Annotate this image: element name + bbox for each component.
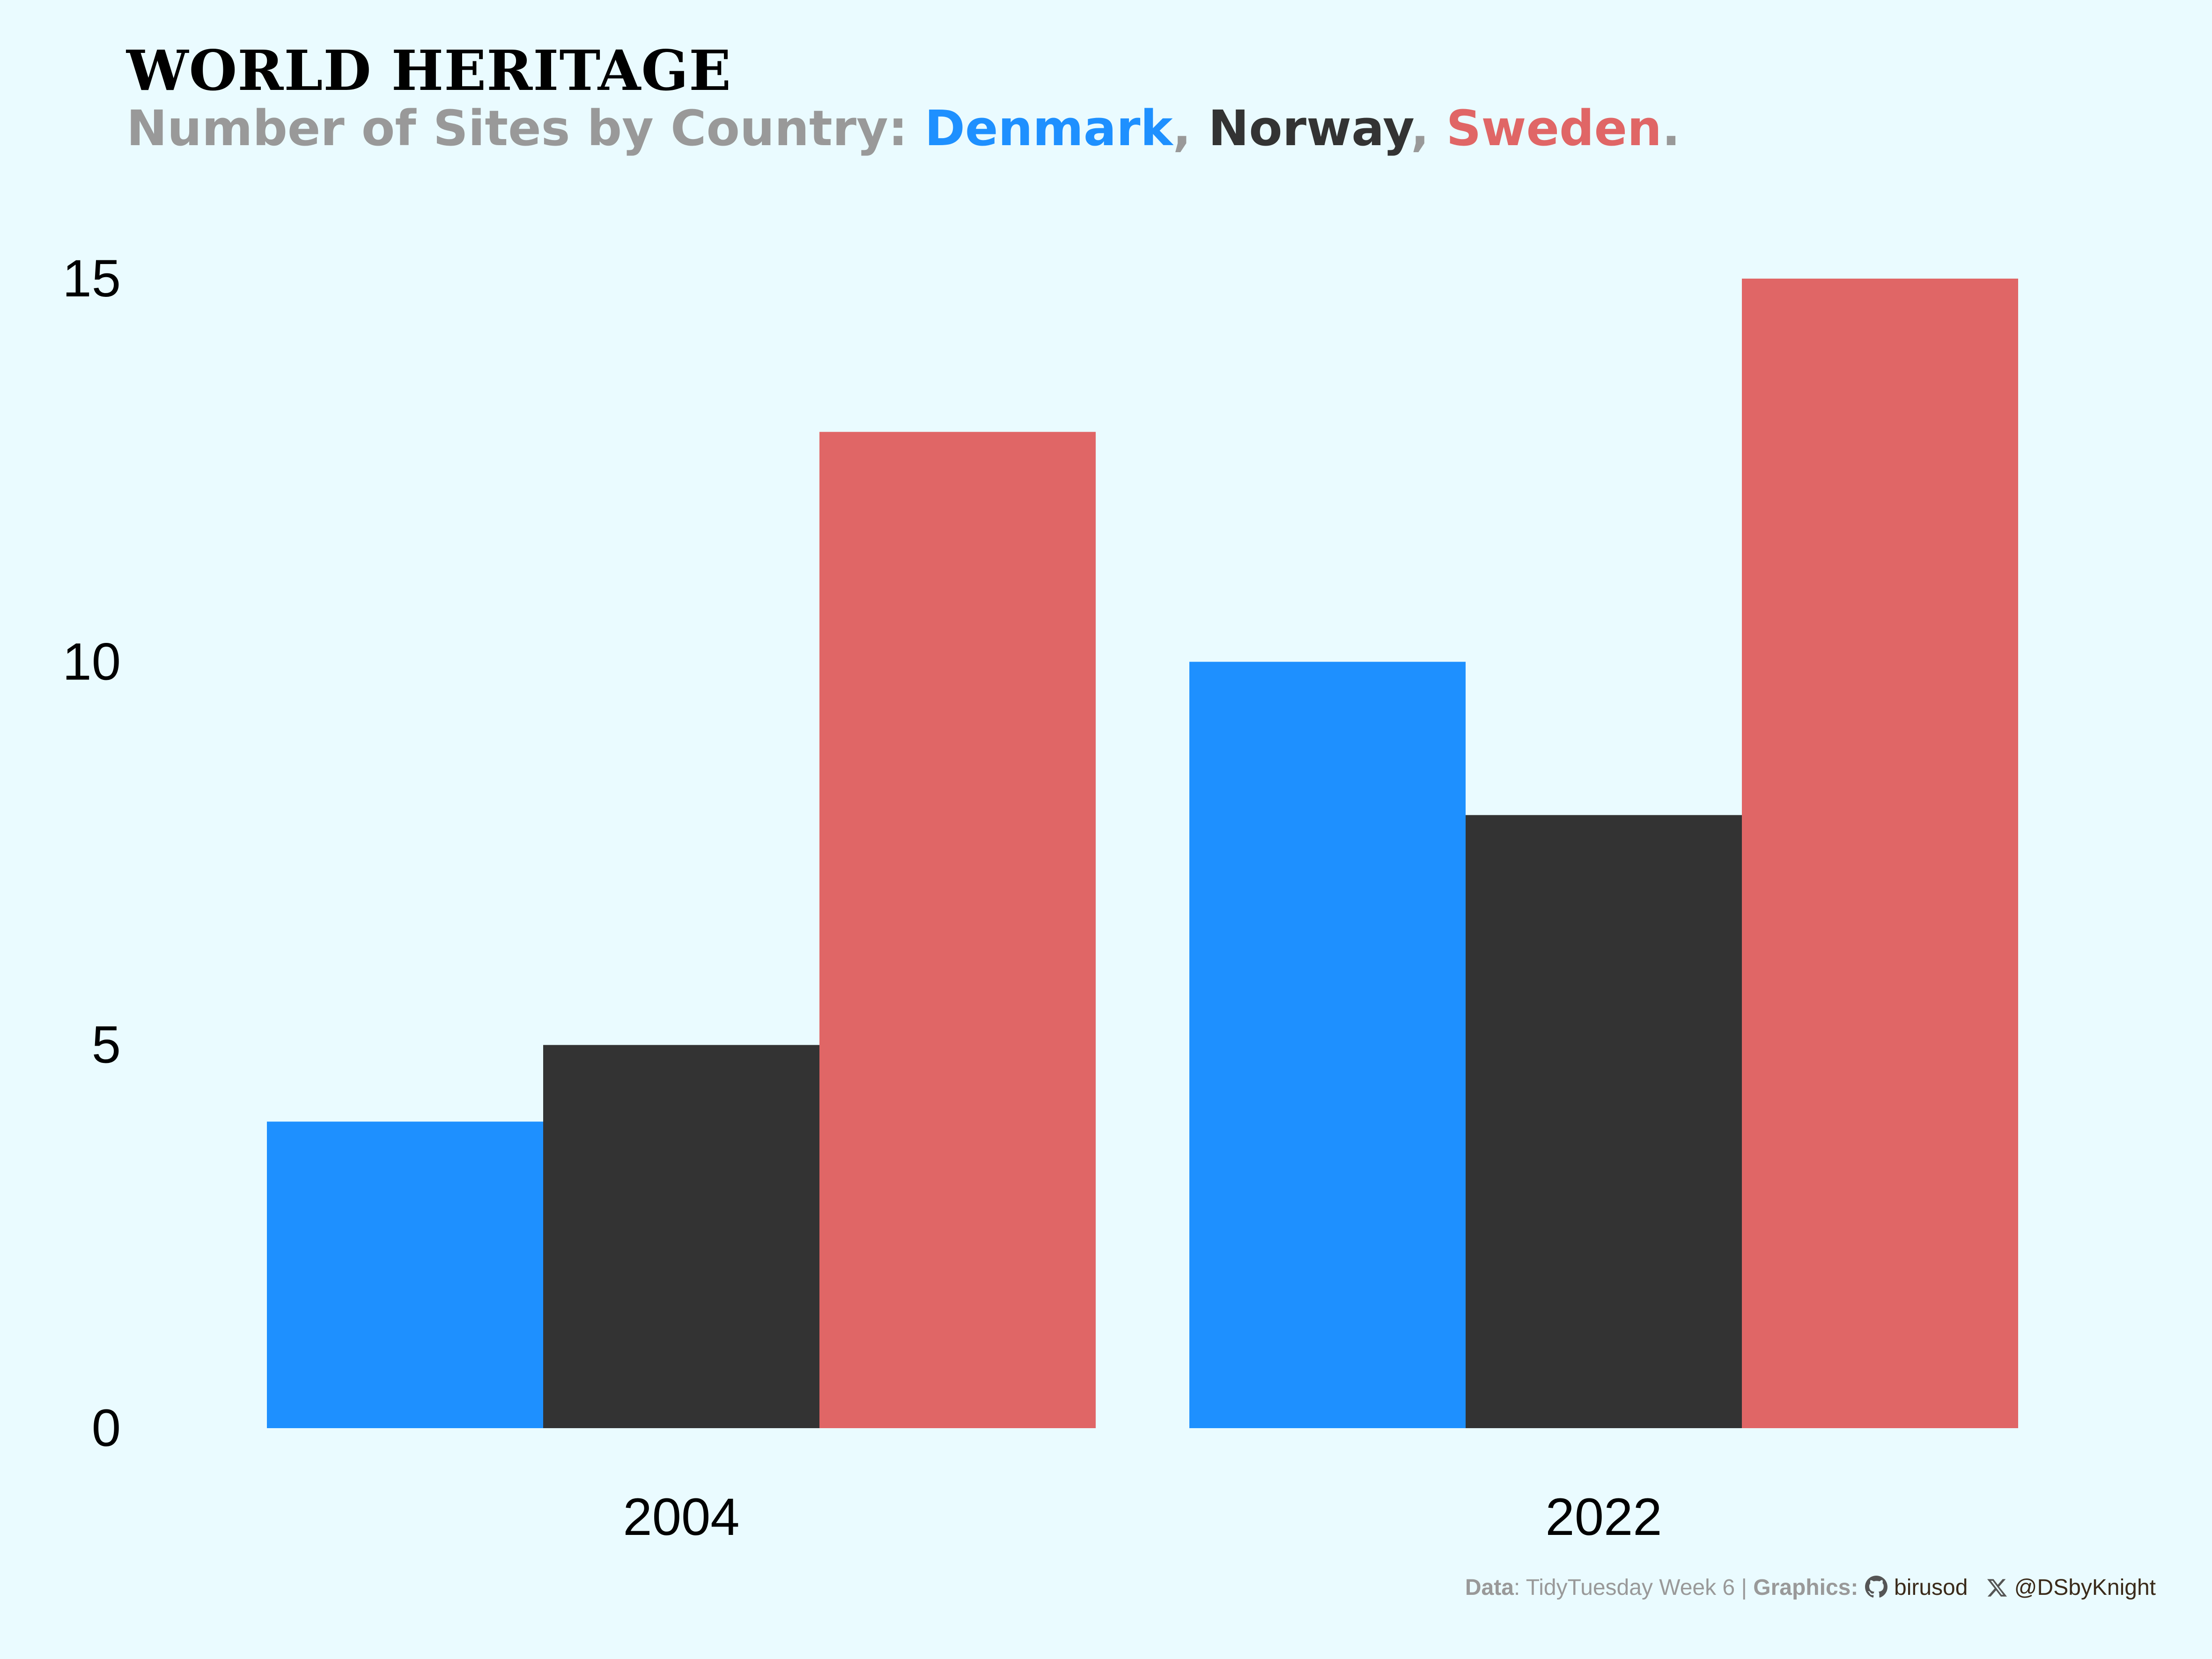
subtitle-prefix: Number of Sites by Country: xyxy=(126,100,925,157)
legend-norway: Norway xyxy=(1208,100,1411,157)
chart-subtitle: Number of Sites by Country: Denmark, Nor… xyxy=(126,104,1681,153)
y-tick-label: 10 xyxy=(62,632,121,691)
bar-denmark-2022 xyxy=(1189,662,1466,1428)
caption-data-value: : TidyTuesday Week 6 | xyxy=(1513,1575,1754,1600)
bar-sweden-2022 xyxy=(1742,279,2018,1428)
bar-denmark-2004 xyxy=(267,1121,543,1428)
caption-x-handle: @DSbyKnight xyxy=(2014,1575,2156,1600)
bar-norway-2022 xyxy=(1466,815,1742,1428)
legend-sweden: Sweden xyxy=(1446,100,1662,157)
subtitle-end: . xyxy=(1662,100,1681,157)
caption: Data: TidyTuesday Week 6 | Graphics: bir… xyxy=(1465,1575,2156,1599)
caption-github-handle: birusod xyxy=(1894,1575,1968,1600)
x-tick-label: 2004 xyxy=(623,1488,739,1546)
y-tick-label: 15 xyxy=(62,249,121,308)
subtitle-separator: , xyxy=(1410,100,1446,157)
y-tick-label: 0 xyxy=(92,1399,121,1457)
legend-denmark: Denmark xyxy=(924,100,1173,157)
subtitle-separator: , xyxy=(1172,100,1209,157)
bar-sweden-2004 xyxy=(819,432,1096,1429)
caption-data-label: Data xyxy=(1465,1575,1514,1600)
caption-graphics-label: Graphics: xyxy=(1753,1575,1865,1600)
bar-norway-2004 xyxy=(543,1045,819,1428)
chart-title: WORLD HERITAGE xyxy=(126,38,732,103)
y-tick-label: 5 xyxy=(92,1016,121,1074)
github-icon xyxy=(1865,1576,1888,1598)
x-tick-label: 2022 xyxy=(1545,1488,1662,1546)
x-twitter-icon xyxy=(1987,1579,2007,1597)
